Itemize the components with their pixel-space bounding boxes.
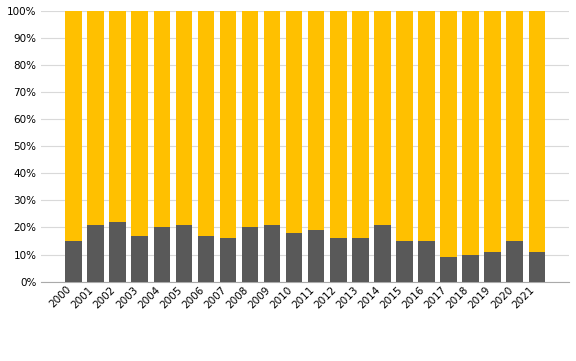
Bar: [198, 11, 214, 236]
Bar: [176, 11, 192, 225]
Bar: [352, 11, 369, 238]
Bar: [463, 11, 479, 255]
Bar: [396, 11, 413, 241]
Bar: [88, 11, 104, 225]
Bar: [308, 230, 324, 282]
Bar: [219, 11, 236, 238]
Bar: [440, 11, 457, 257]
Bar: [330, 238, 347, 282]
Bar: [264, 11, 281, 225]
Bar: [65, 241, 82, 282]
Bar: [264, 225, 281, 282]
Bar: [463, 255, 479, 282]
Bar: [506, 11, 523, 241]
Bar: [374, 11, 391, 225]
Bar: [198, 236, 214, 282]
Bar: [484, 252, 501, 282]
Bar: [131, 11, 148, 236]
Bar: [352, 238, 369, 282]
Bar: [242, 11, 258, 227]
Bar: [242, 227, 258, 282]
Bar: [440, 257, 457, 282]
Bar: [176, 225, 192, 282]
Bar: [219, 238, 236, 282]
Bar: [154, 11, 170, 227]
Bar: [154, 227, 170, 282]
Bar: [418, 11, 435, 241]
Bar: [529, 252, 545, 282]
Bar: [506, 241, 523, 282]
Bar: [308, 11, 324, 230]
Bar: [529, 11, 545, 252]
Bar: [131, 236, 148, 282]
Bar: [286, 233, 302, 282]
Bar: [330, 11, 347, 238]
Bar: [374, 225, 391, 282]
Bar: [88, 225, 104, 282]
Bar: [65, 11, 82, 241]
Bar: [484, 11, 501, 252]
Bar: [109, 222, 126, 282]
Bar: [418, 241, 435, 282]
Bar: [286, 11, 302, 233]
Bar: [396, 241, 413, 282]
Bar: [109, 11, 126, 222]
